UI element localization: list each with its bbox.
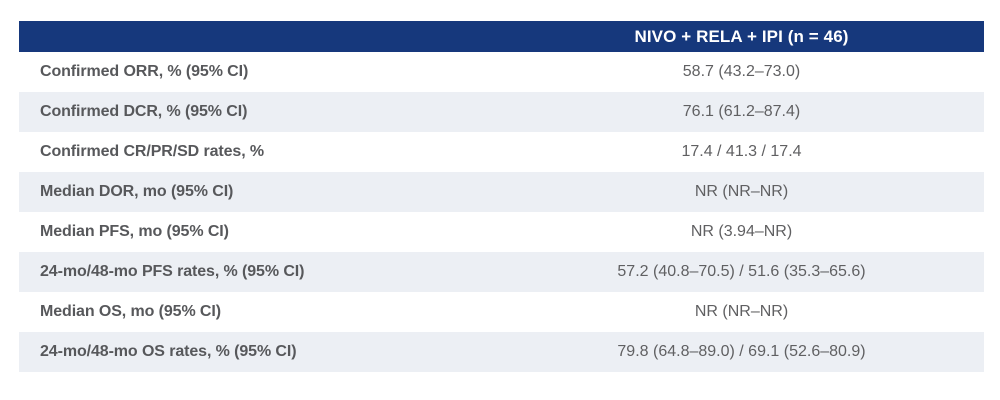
- table-row: Confirmed CR/PR/SD rates, % 17.4 / 41.3 …: [19, 132, 984, 172]
- row-label: Confirmed CR/PR/SD rates, %: [40, 143, 265, 160]
- row-label: Confirmed DCR, % (95% CI): [40, 103, 248, 120]
- table-row: 24-mo/48-mo OS rates, % (95% CI) 79.8 (6…: [19, 332, 984, 372]
- row-value: 57.2 (40.8–70.5) / 51.6 (35.3–65.6): [617, 263, 866, 280]
- row-value: NR (3.94–NR): [690, 223, 793, 240]
- efficacy-results-table: NIVO + RELA + IPI (n = 46) Confirmed ORR…: [19, 21, 984, 372]
- row-value: NR (NR–NR): [694, 183, 789, 200]
- row-label: Median DOR, mo (95% CI): [40, 183, 234, 200]
- table-row: Confirmed DCR, % (95% CI) 76.1 (61.2–87.…: [19, 92, 984, 132]
- row-value: 58.7 (43.2–73.0): [682, 63, 801, 80]
- row-label: Median OS, mo (95% CI): [40, 303, 221, 320]
- table-row: Confirmed ORR, % (95% CI) 58.7 (43.2–73.…: [19, 52, 984, 92]
- row-label: 24-mo/48-mo OS rates, % (95% CI): [40, 343, 297, 360]
- row-label: 24-mo/48-mo PFS rates, % (95% CI): [40, 263, 305, 280]
- table-header-row: NIVO + RELA + IPI (n = 46): [19, 21, 984, 52]
- row-value: 76.1 (61.2–87.4): [682, 103, 801, 120]
- table-row: Median OS, mo (95% CI) NR (NR–NR): [19, 292, 984, 332]
- row-value: NR (NR–NR): [694, 303, 789, 320]
- table-row: 24-mo/48-mo PFS rates, % (95% CI) 57.2 (…: [19, 252, 984, 292]
- row-value: 17.4 / 41.3 / 17.4: [681, 143, 802, 160]
- table-row: Median PFS, mo (95% CI) NR (3.94–NR): [19, 212, 984, 252]
- header-treatment-arm: NIVO + RELA + IPI (n = 46): [634, 26, 849, 46]
- table-row: Median DOR, mo (95% CI) NR (NR–NR): [19, 172, 984, 212]
- row-label: Confirmed ORR, % (95% CI): [40, 63, 249, 80]
- row-value: 79.8 (64.8–89.0) / 69.1 (52.6–80.9): [617, 343, 866, 360]
- row-label: Median PFS, mo (95% CI): [40, 223, 229, 240]
